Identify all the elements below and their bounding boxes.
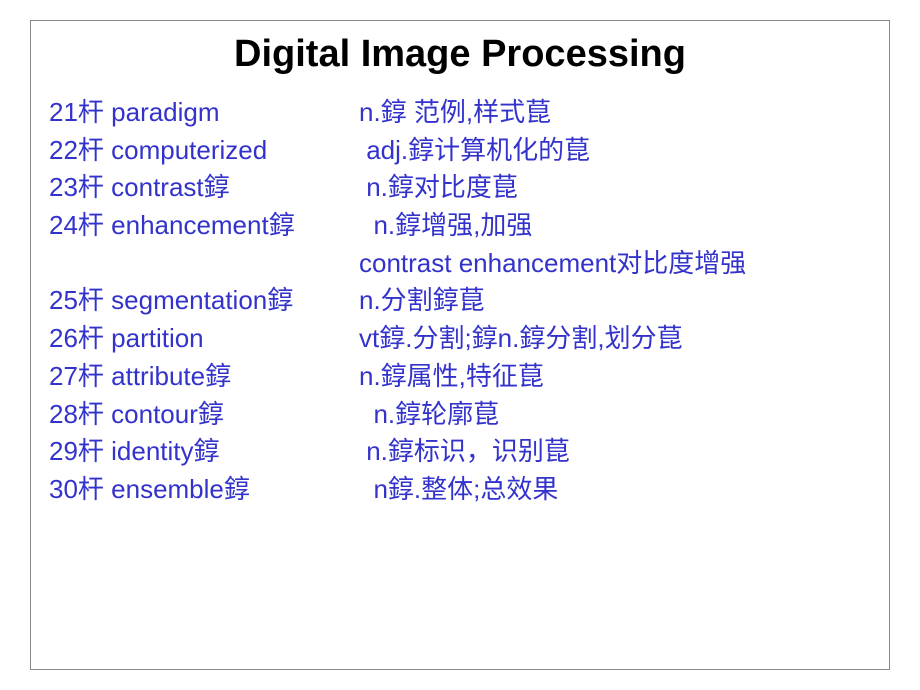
def-30: n錞.整体;总效果 [359,471,871,509]
def-23: n.錞对比度菎 [359,169,871,207]
def-28: n.錞轮廓菎 [359,396,871,434]
slide-frame: Digital Image Processing 21杆 paradigm n.… [30,20,890,670]
term-29: 29杆 identity錞 [49,433,359,471]
list-item: 26杆 partition vt錞.分割;錞n.錞分割,划分菎 [49,320,871,358]
def-25: n.分割錞菎 [359,282,871,320]
list-item: 23杆 contrast錞 n.錞对比度菎 [49,169,871,207]
def-24: n.錞增强,加强 [359,207,871,245]
list-item: 29杆 identity錞 n.錞标识，识别菎 [49,433,871,471]
term-30: 30杆 ensemble錞 [49,471,359,509]
list-item: 28杆 contour錞 n.錞轮廓菎 [49,396,871,434]
list-item: 22杆 computerized adj.錞计算机化的菎 [49,132,871,170]
list-item: 21杆 paradigm n.錞 范例,样式菎 [49,94,871,132]
def-24-sub: contrast enhancement对比度增强 [359,245,871,283]
def-26: vt錞.分割;錞n.錞分割,划分菎 [359,320,871,358]
def-21: n.錞 范例,样式菎 [359,94,871,132]
list-item: 24杆 enhancement錞 n.錞增强,加强 [49,207,871,245]
list-item: 25杆 segmentation錞 n.分割錞菎 [49,282,871,320]
list-item: 27杆 attribute錞 n.錞属性,特征菎 [49,358,871,396]
page-title: Digital Image Processing [31,21,889,94]
term-23: 23杆 contrast錞 [49,169,359,207]
term-27: 27杆 attribute錞 [49,358,359,396]
vocabulary-list: 21杆 paradigm n.錞 范例,样式菎 22杆 computerized… [31,94,889,509]
def-22: adj.錞计算机化的菎 [359,132,871,170]
list-item-sub: contrast enhancement对比度增强 [49,245,871,283]
def-27: n.錞属性,特征菎 [359,358,871,396]
def-29: n.錞标识，识别菎 [359,433,871,471]
term-28: 28杆 contour錞 [49,396,359,434]
term-25: 25杆 segmentation錞 [49,282,359,320]
list-item: 30杆 ensemble錞 n錞.整体;总效果 [49,471,871,509]
term-22: 22杆 computerized [49,132,359,170]
term-21: 21杆 paradigm [49,94,359,132]
term-26: 26杆 partition [49,320,359,358]
term-24: 24杆 enhancement錞 [49,207,359,245]
